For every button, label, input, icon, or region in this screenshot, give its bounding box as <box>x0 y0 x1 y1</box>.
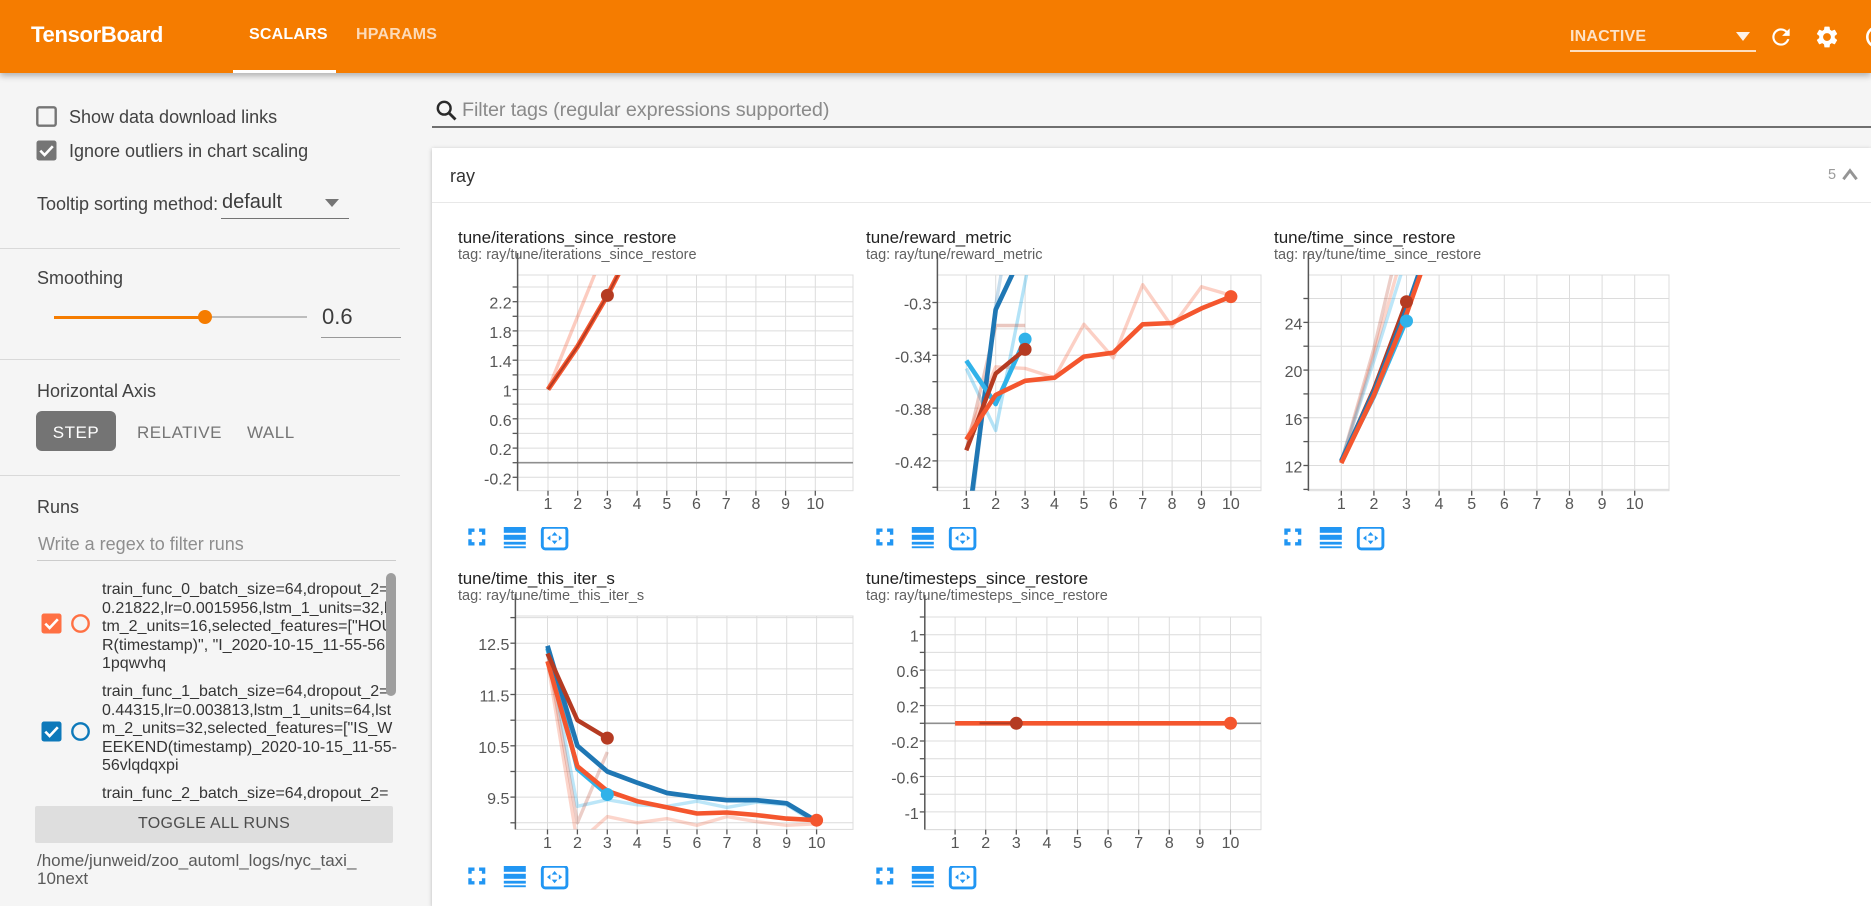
svg-text:3: 3 <box>603 835 612 852</box>
svg-text:8: 8 <box>751 496 760 513</box>
svg-text:24: 24 <box>1285 316 1303 333</box>
svg-text:5: 5 <box>1467 496 1476 513</box>
svg-text:10: 10 <box>1222 496 1240 513</box>
svg-text:6: 6 <box>1104 835 1113 852</box>
svg-text:-0.34: -0.34 <box>895 349 932 366</box>
svg-text:6: 6 <box>1109 496 1118 513</box>
svg-text:10.5: 10.5 <box>478 740 509 757</box>
svg-text:2: 2 <box>573 835 582 852</box>
svg-text:9: 9 <box>1197 496 1206 513</box>
svg-text:6: 6 <box>693 835 702 852</box>
svg-text:5: 5 <box>662 496 671 513</box>
svg-text:1.8: 1.8 <box>489 325 511 342</box>
svg-text:-0.2: -0.2 <box>891 735 919 752</box>
svg-text:7: 7 <box>722 835 731 852</box>
svg-text:4: 4 <box>1435 496 1444 513</box>
svg-text:4: 4 <box>1042 835 1051 852</box>
svg-text:20: 20 <box>1285 364 1303 381</box>
svg-text:7: 7 <box>1138 496 1147 513</box>
svg-text:0.2: 0.2 <box>897 699 919 716</box>
svg-text:8: 8 <box>752 835 761 852</box>
svg-text:-0.2: -0.2 <box>484 471 512 488</box>
svg-text:0.2: 0.2 <box>489 442 511 459</box>
svg-text:-0.3: -0.3 <box>904 297 932 314</box>
svg-text:1: 1 <box>503 384 512 401</box>
svg-text:3: 3 <box>1012 835 1021 852</box>
svg-text:10: 10 <box>1222 835 1240 852</box>
svg-text:1.4: 1.4 <box>489 354 511 371</box>
svg-text:7: 7 <box>722 496 731 513</box>
svg-text:-0.42: -0.42 <box>895 455 932 472</box>
svg-text:2: 2 <box>981 835 990 852</box>
svg-text:3: 3 <box>1402 496 1411 513</box>
svg-text:9: 9 <box>781 496 790 513</box>
svg-text:16: 16 <box>1285 412 1303 429</box>
svg-text:4: 4 <box>1050 496 1059 513</box>
svg-text:8: 8 <box>1565 496 1574 513</box>
svg-text:-0.38: -0.38 <box>895 402 932 419</box>
svg-text:9: 9 <box>1598 496 1607 513</box>
svg-text:10: 10 <box>808 835 826 852</box>
svg-text:0.6: 0.6 <box>489 413 511 430</box>
svg-text:10: 10 <box>806 496 824 513</box>
svg-text:2: 2 <box>1369 496 1378 513</box>
svg-text:3: 3 <box>603 496 612 513</box>
svg-text:-0.6: -0.6 <box>891 770 919 787</box>
svg-text:9: 9 <box>782 835 791 852</box>
svg-text:-1: -1 <box>905 806 919 823</box>
svg-text:1: 1 <box>543 835 552 852</box>
svg-text:9: 9 <box>1195 835 1204 852</box>
svg-text:8: 8 <box>1168 496 1177 513</box>
svg-text:9.5: 9.5 <box>487 791 509 808</box>
svg-text:2: 2 <box>991 496 1000 513</box>
svg-text:4: 4 <box>633 835 642 852</box>
svg-text:7: 7 <box>1532 496 1541 513</box>
svg-text:4: 4 <box>633 496 642 513</box>
svg-text:7: 7 <box>1134 835 1143 852</box>
svg-text:5: 5 <box>1073 835 1082 852</box>
svg-text:1: 1 <box>1337 496 1346 513</box>
svg-text:1: 1 <box>910 629 919 646</box>
svg-text:3: 3 <box>1021 496 1030 513</box>
svg-text:6: 6 <box>1500 496 1509 513</box>
svg-text:10: 10 <box>1626 496 1644 513</box>
svg-text:5: 5 <box>1079 496 1088 513</box>
svg-text:1: 1 <box>544 496 553 513</box>
svg-text:12.5: 12.5 <box>478 637 509 654</box>
svg-text:0.6: 0.6 <box>897 664 919 681</box>
svg-text:5: 5 <box>663 835 672 852</box>
svg-text:1: 1 <box>962 496 971 513</box>
svg-text:11.5: 11.5 <box>479 689 509 706</box>
svg-text:2: 2 <box>573 496 582 513</box>
svg-text:8: 8 <box>1165 835 1174 852</box>
svg-text:12: 12 <box>1285 460 1303 477</box>
svg-text:6: 6 <box>692 496 701 513</box>
svg-text:1: 1 <box>951 835 960 852</box>
svg-text:2.2: 2.2 <box>489 296 511 313</box>
